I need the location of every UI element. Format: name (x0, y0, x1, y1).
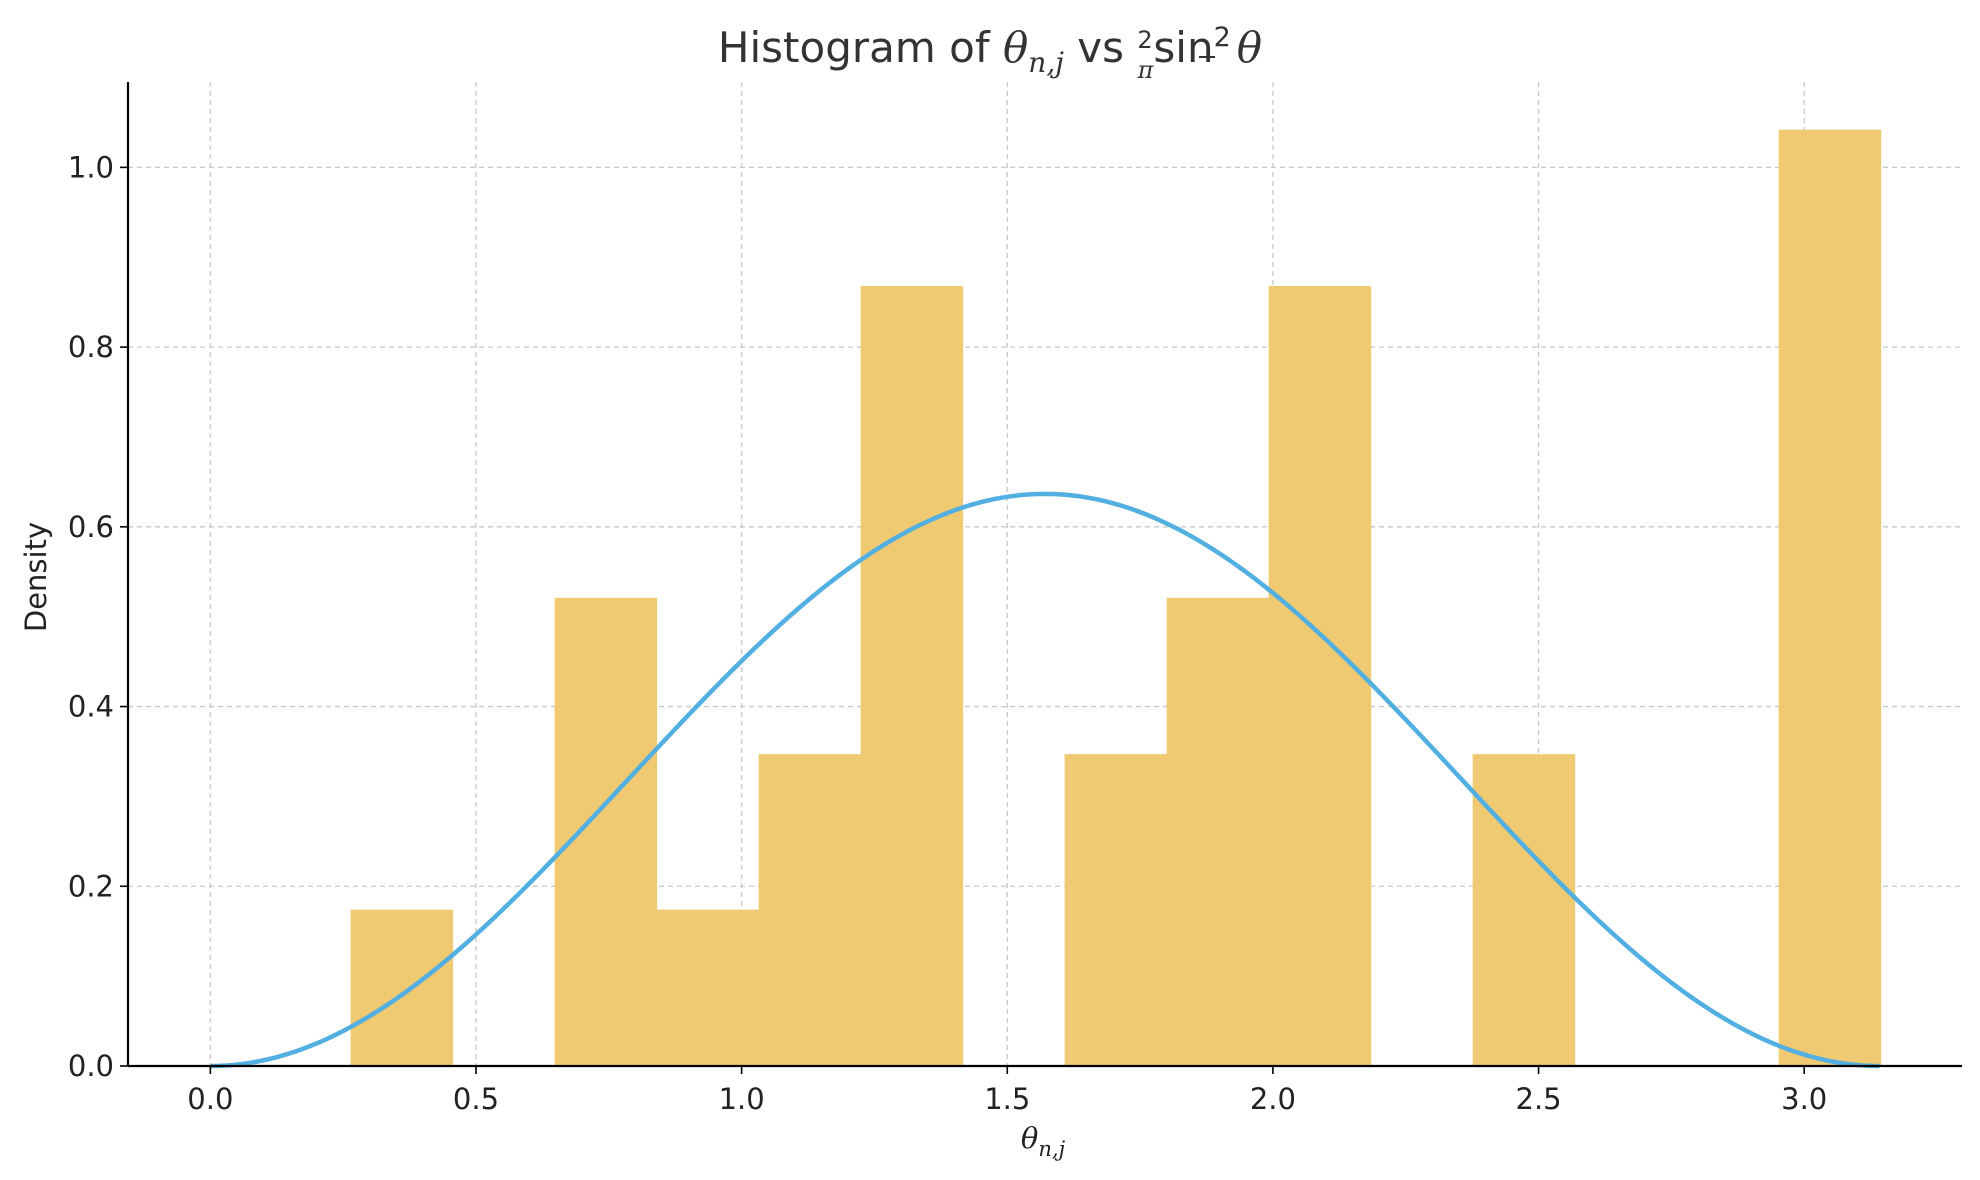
x-tick-label: 2.0 (1250, 1082, 1296, 1116)
histogram-bar (758, 754, 862, 1066)
axes-layer (120, 82, 1962, 1074)
density-curve (210, 491, 1880, 1069)
x-tick-label: 1.0 (719, 1082, 765, 1116)
y-tick-label: 1.0 (68, 150, 114, 184)
x-tick-label: 0.0 (187, 1082, 233, 1116)
histogram-bar (350, 909, 454, 1066)
y-tick-label: 0.4 (68, 690, 114, 724)
y-tick-label: 0.8 (68, 330, 114, 364)
y-tick-labels: 0.0 0.2 0.4 0.6 0.8 1.0 (68, 150, 114, 1083)
histogram-bar (1064, 754, 1168, 1066)
x-tick-label: 2.5 (1516, 1082, 1562, 1116)
histogram-bar (656, 909, 760, 1066)
y-tick-label: 0.0 (68, 1049, 114, 1083)
y-tick-label: 0.6 (68, 510, 114, 544)
histogram-bar (1472, 754, 1576, 1066)
x-tick-label: 0.5 (453, 1082, 499, 1116)
x-tick-label: 1.5 (984, 1082, 1030, 1116)
x-axis-label: θn,j (1021, 1121, 1066, 1161)
y-axis-label: Density (19, 522, 53, 632)
histogram-bar (1166, 597, 1270, 1066)
y-tick-label: 0.2 (68, 869, 114, 903)
x-tick-label: 3.0 (1781, 1082, 1827, 1116)
histogram-bar (860, 285, 964, 1067)
curve-layer (210, 491, 1880, 1069)
chart-title: Histogram of θn,j vs 2 πsin2 θ (718, 22, 1262, 84)
bars-layer (350, 129, 1882, 1067)
histogram-bar (1778, 129, 1882, 1067)
x-tick-labels: 0.0 0.5 1.0 1.5 2.0 2.5 3.0 (187, 1082, 1827, 1116)
histogram-bar (554, 597, 658, 1066)
histogram-bar (1268, 285, 1372, 1067)
